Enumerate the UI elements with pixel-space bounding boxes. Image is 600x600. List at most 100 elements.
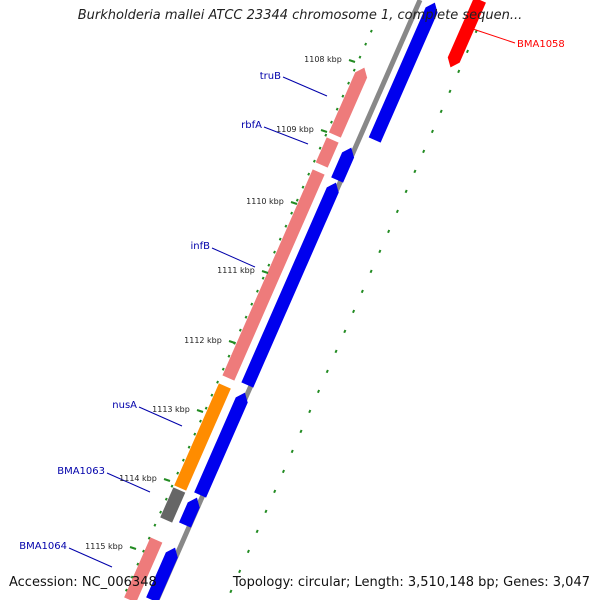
gc-dash xyxy=(422,149,426,154)
tick-dot xyxy=(307,172,311,176)
tick-dot xyxy=(341,94,345,98)
tick-label: 1109 kbp xyxy=(276,125,314,134)
gc-dash xyxy=(238,569,242,574)
tick-mark xyxy=(261,270,269,274)
label-leader-line xyxy=(68,547,113,568)
tick-dot xyxy=(273,250,276,254)
tick-dot xyxy=(369,29,373,33)
tick-dot xyxy=(250,302,254,306)
cds-forward-bar xyxy=(222,169,325,381)
tick-mark xyxy=(348,59,356,63)
gene-label: nusA xyxy=(112,400,137,411)
gc-dash xyxy=(439,109,443,114)
cds-forward-bar xyxy=(315,137,339,168)
gc-content-track xyxy=(229,29,478,594)
tick-dot xyxy=(261,276,265,280)
highlight-gene-bar xyxy=(447,0,486,68)
tick-mark xyxy=(163,478,171,482)
tick-mark xyxy=(290,201,298,205)
tick-dot xyxy=(159,510,163,514)
gc-dash xyxy=(334,349,338,354)
tick-dot xyxy=(347,81,350,85)
label-leader-line xyxy=(106,472,151,493)
tick-dot xyxy=(358,55,362,59)
cds-forward-bar xyxy=(328,67,368,138)
tick-dot xyxy=(312,159,316,163)
label-leader-line xyxy=(263,126,309,145)
tick-dot xyxy=(199,419,202,423)
tick-dot xyxy=(295,198,299,202)
tick-dot xyxy=(227,354,231,358)
tick-dot xyxy=(142,549,145,553)
tick-dot xyxy=(278,237,282,241)
gc-dash xyxy=(448,89,452,94)
tick-dot xyxy=(181,458,185,462)
gc-dash xyxy=(281,469,285,474)
tick-mark xyxy=(228,340,236,344)
gene-label: BMA1064 xyxy=(19,541,67,552)
gene-features xyxy=(124,0,486,600)
gene-label: rbfA xyxy=(241,120,262,131)
gc-dash xyxy=(404,189,408,194)
tick-dot xyxy=(216,380,219,384)
tick-label: 1111 kbp xyxy=(217,266,255,275)
gc-dash xyxy=(246,549,250,554)
tick-dot xyxy=(330,120,333,124)
tick-label: 1112 kbp xyxy=(184,336,222,345)
genome-summary: Topology: circular; Length: 3,510,148 bp… xyxy=(232,575,590,590)
gene-label: BMA1058 xyxy=(517,39,565,50)
tick-mark xyxy=(320,129,328,133)
gc-dash xyxy=(457,69,461,74)
gc-dash xyxy=(378,249,382,254)
tick-label: 1108 kbp xyxy=(304,55,342,64)
accession-text: Accession: NC_006348 xyxy=(9,575,157,590)
nusA-gene-bar xyxy=(174,383,231,491)
gc-dash xyxy=(369,269,373,274)
tick-dot xyxy=(284,224,288,228)
tick-label: 1110 kbp xyxy=(246,197,284,206)
gc-dash xyxy=(352,309,356,314)
label-leader-line xyxy=(282,76,328,97)
tick-labels: 1108 kbp 1109 kbp 1110 kbp 1111 kbp 1112 kbp… xyxy=(85,55,356,551)
tick-dot xyxy=(210,393,214,397)
gc-dash xyxy=(465,49,470,54)
tick-dot xyxy=(238,328,242,332)
tick-dot xyxy=(136,562,140,566)
gc-dash xyxy=(360,289,364,294)
cds-forward-bar xyxy=(124,537,163,600)
cds-reverse-bar xyxy=(368,2,438,143)
gc-dash xyxy=(317,389,321,394)
label-leader-line xyxy=(138,406,183,427)
tick-dot xyxy=(170,484,174,488)
tick-mark xyxy=(196,409,204,413)
gene-labels: BMA1058 truB rbfA infB nusA BMA1063 BMA1064 xyxy=(19,39,565,552)
tick-dot xyxy=(318,146,322,150)
gene-label: truB xyxy=(260,71,281,82)
tick-dot xyxy=(244,315,248,319)
tick-label: 1114 kbp xyxy=(119,474,157,483)
tick-dot-track xyxy=(125,29,373,592)
tick-dot xyxy=(130,575,134,579)
gc-dash xyxy=(255,529,259,534)
gc-dash xyxy=(387,229,391,234)
map-title: Burkholderia mallei ATCC 23344 chromosom… xyxy=(77,8,523,23)
tick-dot xyxy=(256,289,259,293)
gc-dash xyxy=(229,589,233,594)
gc-dash xyxy=(290,449,294,454)
tick-label: 1115 kbp xyxy=(85,542,123,551)
cds-reverse-bar xyxy=(331,147,355,183)
gc-dash xyxy=(395,209,399,214)
gene-label: infB xyxy=(191,241,211,252)
tick-mark xyxy=(129,546,137,550)
tick-dot xyxy=(352,68,356,72)
gc-dash xyxy=(325,369,329,374)
tick-label: 1113 kbp xyxy=(152,405,190,414)
tick-dot xyxy=(335,107,339,111)
tick-dot xyxy=(164,497,168,501)
label-leader-line xyxy=(469,27,516,44)
cds-reverse-bar xyxy=(241,182,339,388)
gc-dash xyxy=(299,429,303,434)
tick-dot xyxy=(125,588,128,592)
other-gene-bar xyxy=(160,487,186,523)
